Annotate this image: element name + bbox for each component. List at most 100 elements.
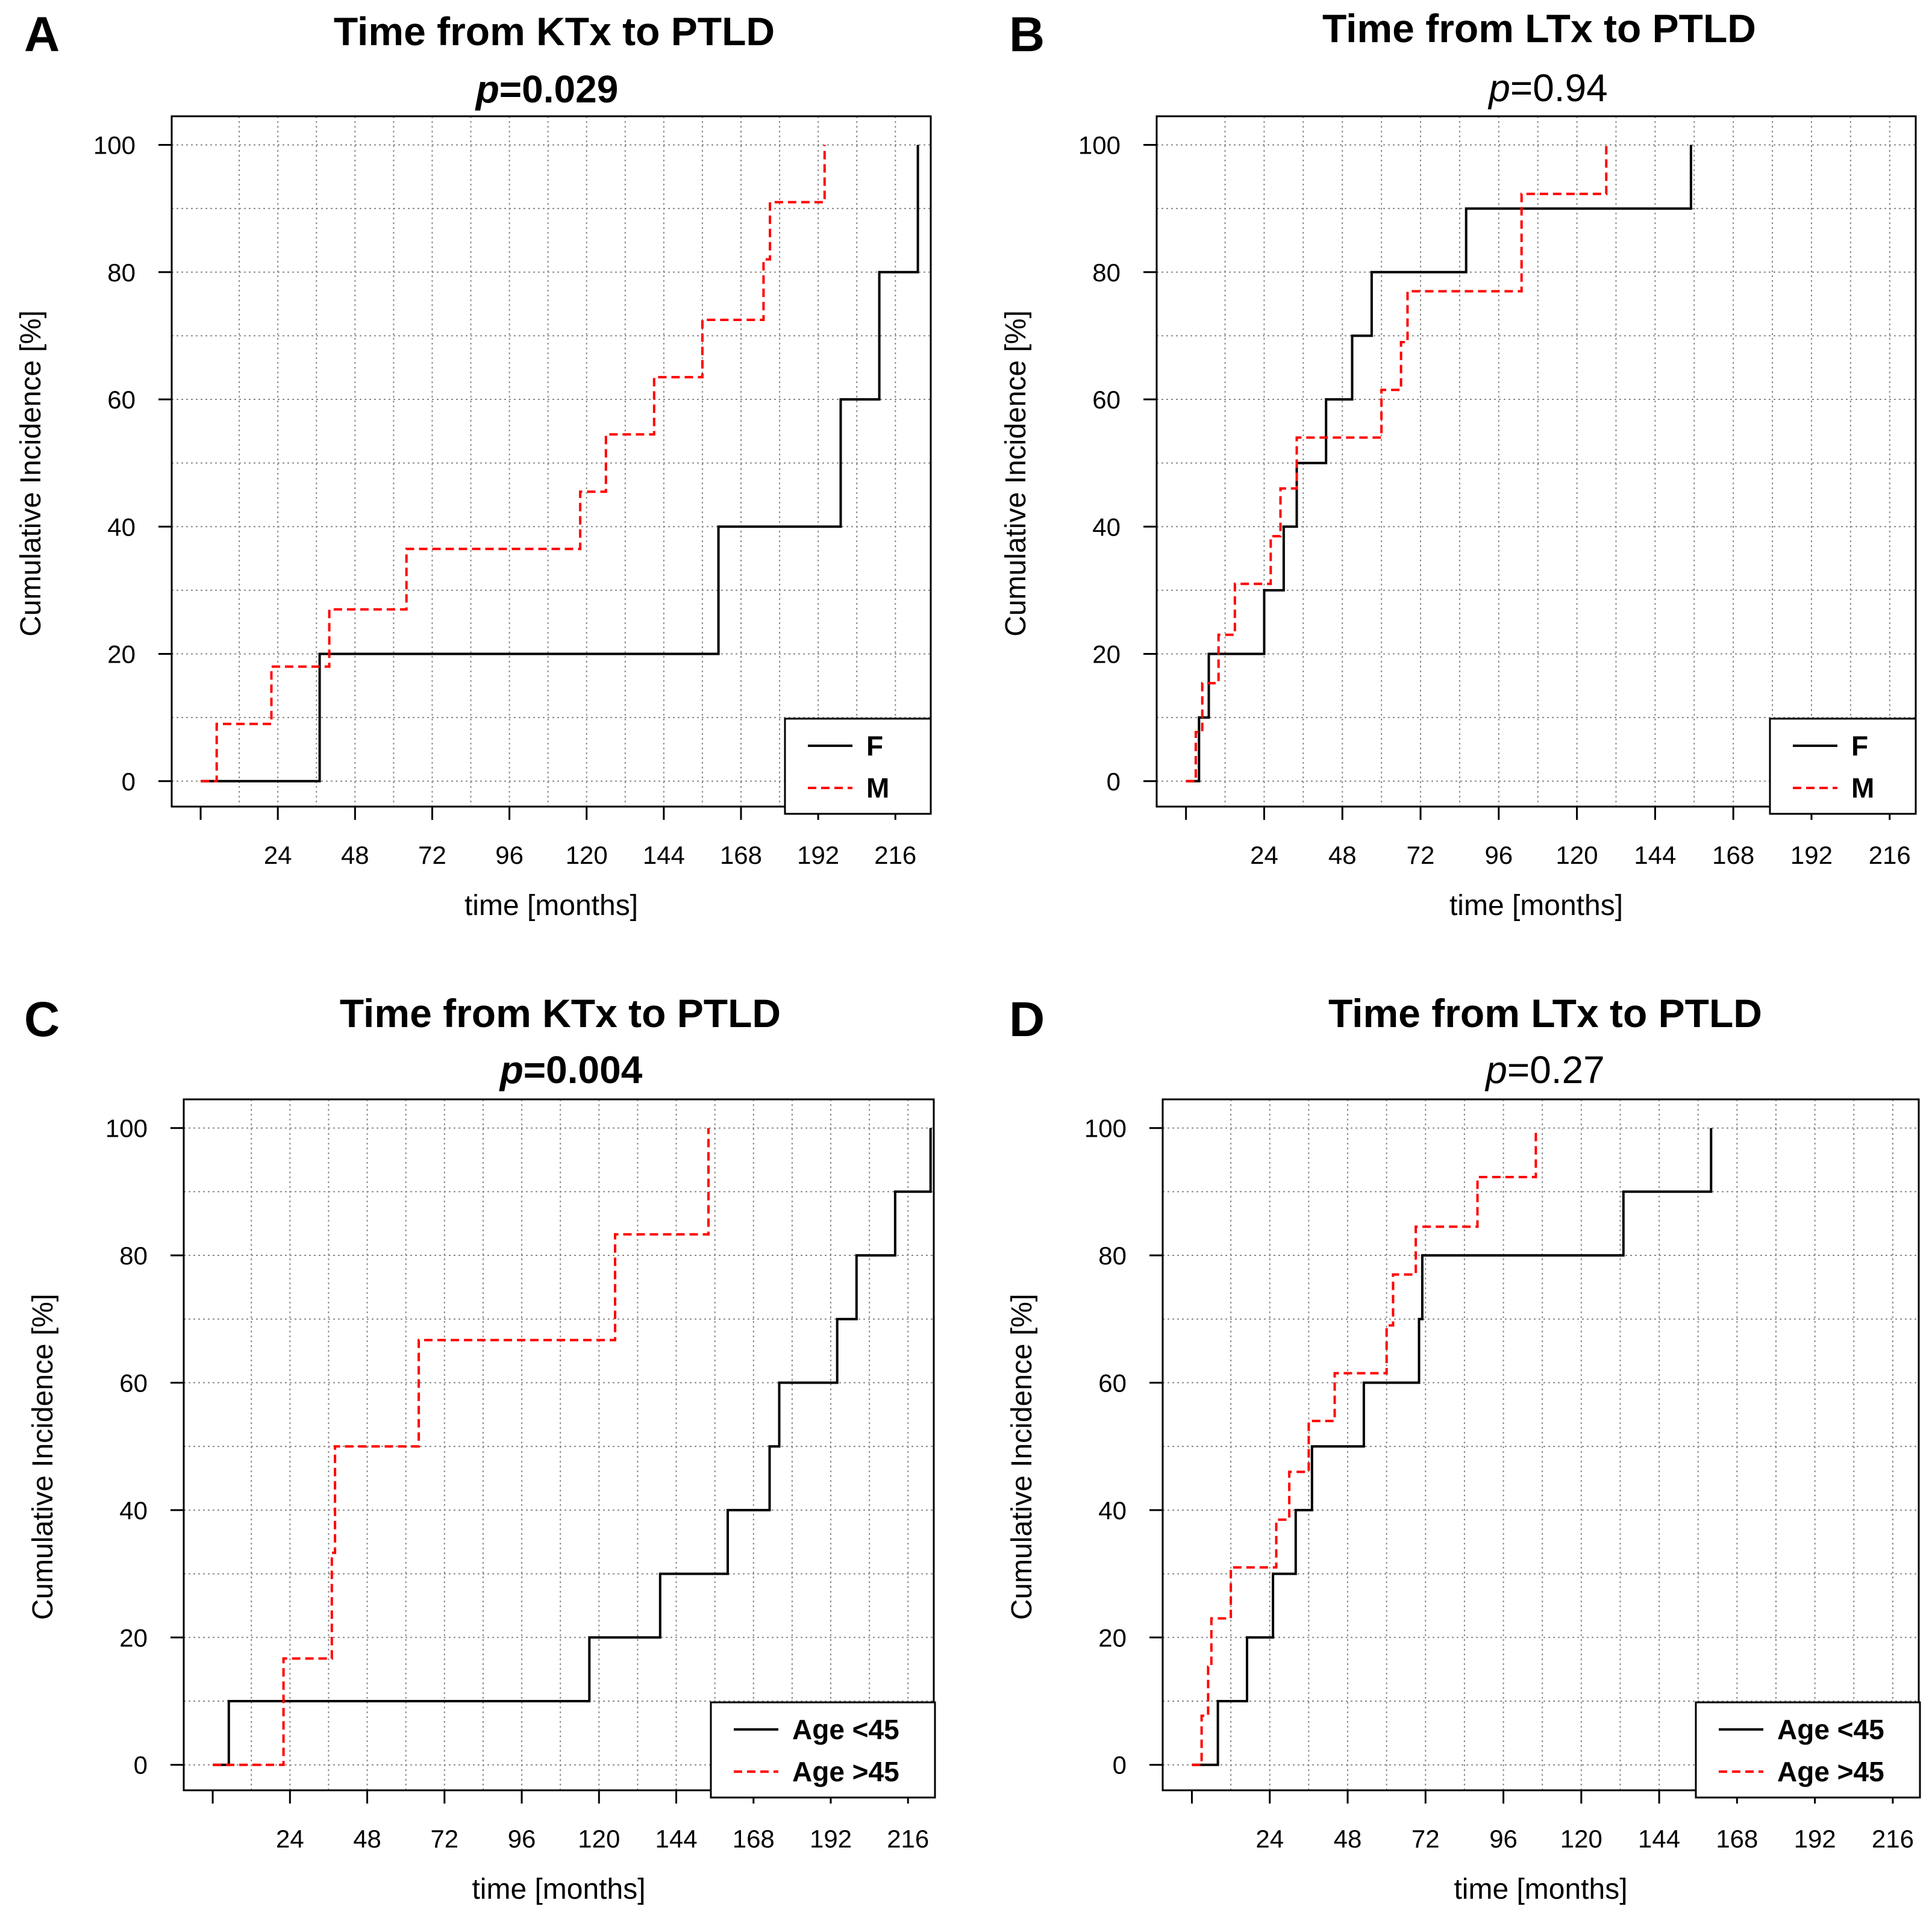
- x-tick-label: 48: [1334, 1825, 1362, 1853]
- legend-box: [1769, 717, 1917, 815]
- y-tick-label: 80: [107, 258, 136, 287]
- x-tick-label: 216: [1872, 1825, 1914, 1853]
- x-tick-label: 216: [887, 1825, 929, 1853]
- p-symbol: p: [499, 1048, 524, 1092]
- x-tick-label: 72: [1407, 841, 1435, 869]
- x-tick-label: 144: [1634, 841, 1676, 869]
- x-tick-label: 72: [418, 841, 446, 869]
- y-tick-label: 80: [1092, 258, 1121, 287]
- legend-entry: F: [1851, 730, 1868, 761]
- x-tick-label: 216: [1869, 841, 1911, 869]
- chart-title: Time from LTx to PTLD: [1328, 991, 1762, 1036]
- y-tick-label: 100: [105, 1114, 148, 1143]
- x-tick-label: 96: [508, 1825, 536, 1853]
- x-tick-label: 24: [1250, 841, 1278, 869]
- grid-lines: [1157, 116, 1916, 807]
- panel-letter: A: [24, 7, 60, 62]
- legend-box: [1695, 1701, 1921, 1799]
- p-value: =0.029: [499, 67, 619, 111]
- y-tick-label: 40: [1092, 513, 1121, 541]
- grid-lines: [172, 116, 931, 807]
- y-tick-label: 60: [107, 386, 136, 414]
- y-tick-label: 100: [1078, 131, 1121, 160]
- p-value: =0.004: [524, 1048, 643, 1092]
- series-line-age-45: [213, 1128, 932, 1766]
- p-symbol: p: [475, 67, 499, 111]
- x-tick-label: 48: [341, 841, 369, 869]
- x-tick-label: 168: [733, 1825, 775, 1853]
- y-tick-label: 40: [107, 513, 136, 541]
- p-symbol: p: [1484, 1048, 1507, 1092]
- x-tick-label: 24: [276, 1825, 304, 1853]
- x-tick-label: 24: [1255, 1825, 1284, 1853]
- legend: FM: [1769, 717, 1917, 815]
- p-value: =0.94: [1510, 66, 1608, 110]
- x-tick-label: 192: [1794, 1825, 1836, 1853]
- legend-entry: M: [1851, 772, 1874, 804]
- p-value-label: p=0.004: [499, 1048, 643, 1092]
- x-tick-label: 192: [810, 1825, 852, 1853]
- p-value-label: p=0.029: [475, 67, 619, 111]
- series-line-age-45: [213, 1128, 710, 1766]
- y-tick-label: 60: [119, 1369, 148, 1397]
- y-tick-label: 100: [93, 131, 136, 160]
- plot-frame: [170, 115, 932, 808]
- x-tick-label: 192: [797, 841, 839, 869]
- p-value-label: p=0.27: [1484, 1048, 1605, 1092]
- y-tick-label: 100: [1084, 1114, 1127, 1143]
- panel-d: D Time from LTx to PTLD p=0.27 0 20 40 60 80 100…: [1006, 991, 1921, 1905]
- p-symbol: p: [1487, 66, 1510, 110]
- legend: Age <45 Age >45: [1695, 1701, 1921, 1799]
- x-tick-label: 144: [655, 1825, 697, 1853]
- x-tick-label: 96: [495, 841, 524, 869]
- y-tick-label: 80: [1098, 1242, 1127, 1270]
- y-tick-label: 40: [119, 1496, 148, 1525]
- chart-title: Time from LTx to PTLD: [1322, 6, 1756, 51]
- x-tick-label: 120: [566, 841, 608, 869]
- panel-b: B Time from LTx to PTLD p=0.94 0 20 40 60 80 100…: [1000, 6, 1917, 922]
- x-tick-label: 72: [430, 1825, 458, 1853]
- y-axis-label: Cumulative Incidence [%]: [27, 1294, 59, 1620]
- chart-title: Time from KTx to PTLD: [334, 9, 775, 54]
- legend: FM: [784, 717, 932, 815]
- x-tick-label: 168: [1712, 841, 1754, 869]
- x-tick-label: 48: [353, 1825, 381, 1853]
- y-tick-label: 20: [107, 640, 136, 669]
- series-line-f: [201, 145, 919, 783]
- y-tick-label: 80: [119, 1242, 148, 1270]
- x-tick-label: 120: [578, 1825, 620, 1853]
- y-tick-label: 0: [122, 767, 136, 796]
- grid-lines: [184, 1099, 934, 1790]
- x-axis-label: time [months]: [472, 1873, 645, 1905]
- y-tick-label: 0: [134, 1751, 148, 1779]
- y-tick-label: 20: [1092, 640, 1121, 669]
- grid-lines: [1163, 1099, 1919, 1790]
- x-tick-label: 96: [1489, 1825, 1518, 1853]
- x-tick-label: 120: [1560, 1825, 1602, 1853]
- panel-letter: B: [1009, 7, 1045, 62]
- x-tick-label: 216: [874, 841, 916, 869]
- p-value: =0.27: [1507, 1048, 1605, 1092]
- x-tick-label: 120: [1556, 841, 1598, 869]
- y-tick-label: 40: [1098, 1496, 1127, 1525]
- legend-box: [710, 1701, 936, 1799]
- panel-letter: C: [24, 992, 60, 1047]
- x-tick-label: 72: [1411, 1825, 1440, 1853]
- series-line-m: [1186, 145, 1608, 783]
- legend-entry: Age >45: [792, 1756, 899, 1787]
- panel-c: C Time from KTx to PTLD p=0.004 0 20 40 60 80 10…: [24, 991, 936, 1905]
- legend-entry: Age <45: [1777, 1714, 1884, 1745]
- y-axis-label: Cumulative Incidence [%]: [1000, 310, 1032, 637]
- p-value-label: p=0.94: [1487, 66, 1608, 110]
- series-line-age-45: [1192, 1128, 1713, 1766]
- y-tick-label: 60: [1092, 386, 1121, 414]
- chart-title: Time from KTx to PTLD: [340, 991, 781, 1036]
- x-axis-label: time [months]: [1454, 1873, 1627, 1905]
- legend-entry: Age <45: [792, 1714, 899, 1745]
- x-tick-label: 168: [1716, 1825, 1758, 1853]
- x-tick-label: 24: [264, 841, 292, 869]
- y-tick-label: 0: [1113, 1751, 1127, 1779]
- y-axis-label: Cumulative Incidence [%]: [1006, 1294, 1038, 1620]
- x-tick-label: 192: [1790, 841, 1833, 869]
- plot-frame: [1155, 115, 1917, 808]
